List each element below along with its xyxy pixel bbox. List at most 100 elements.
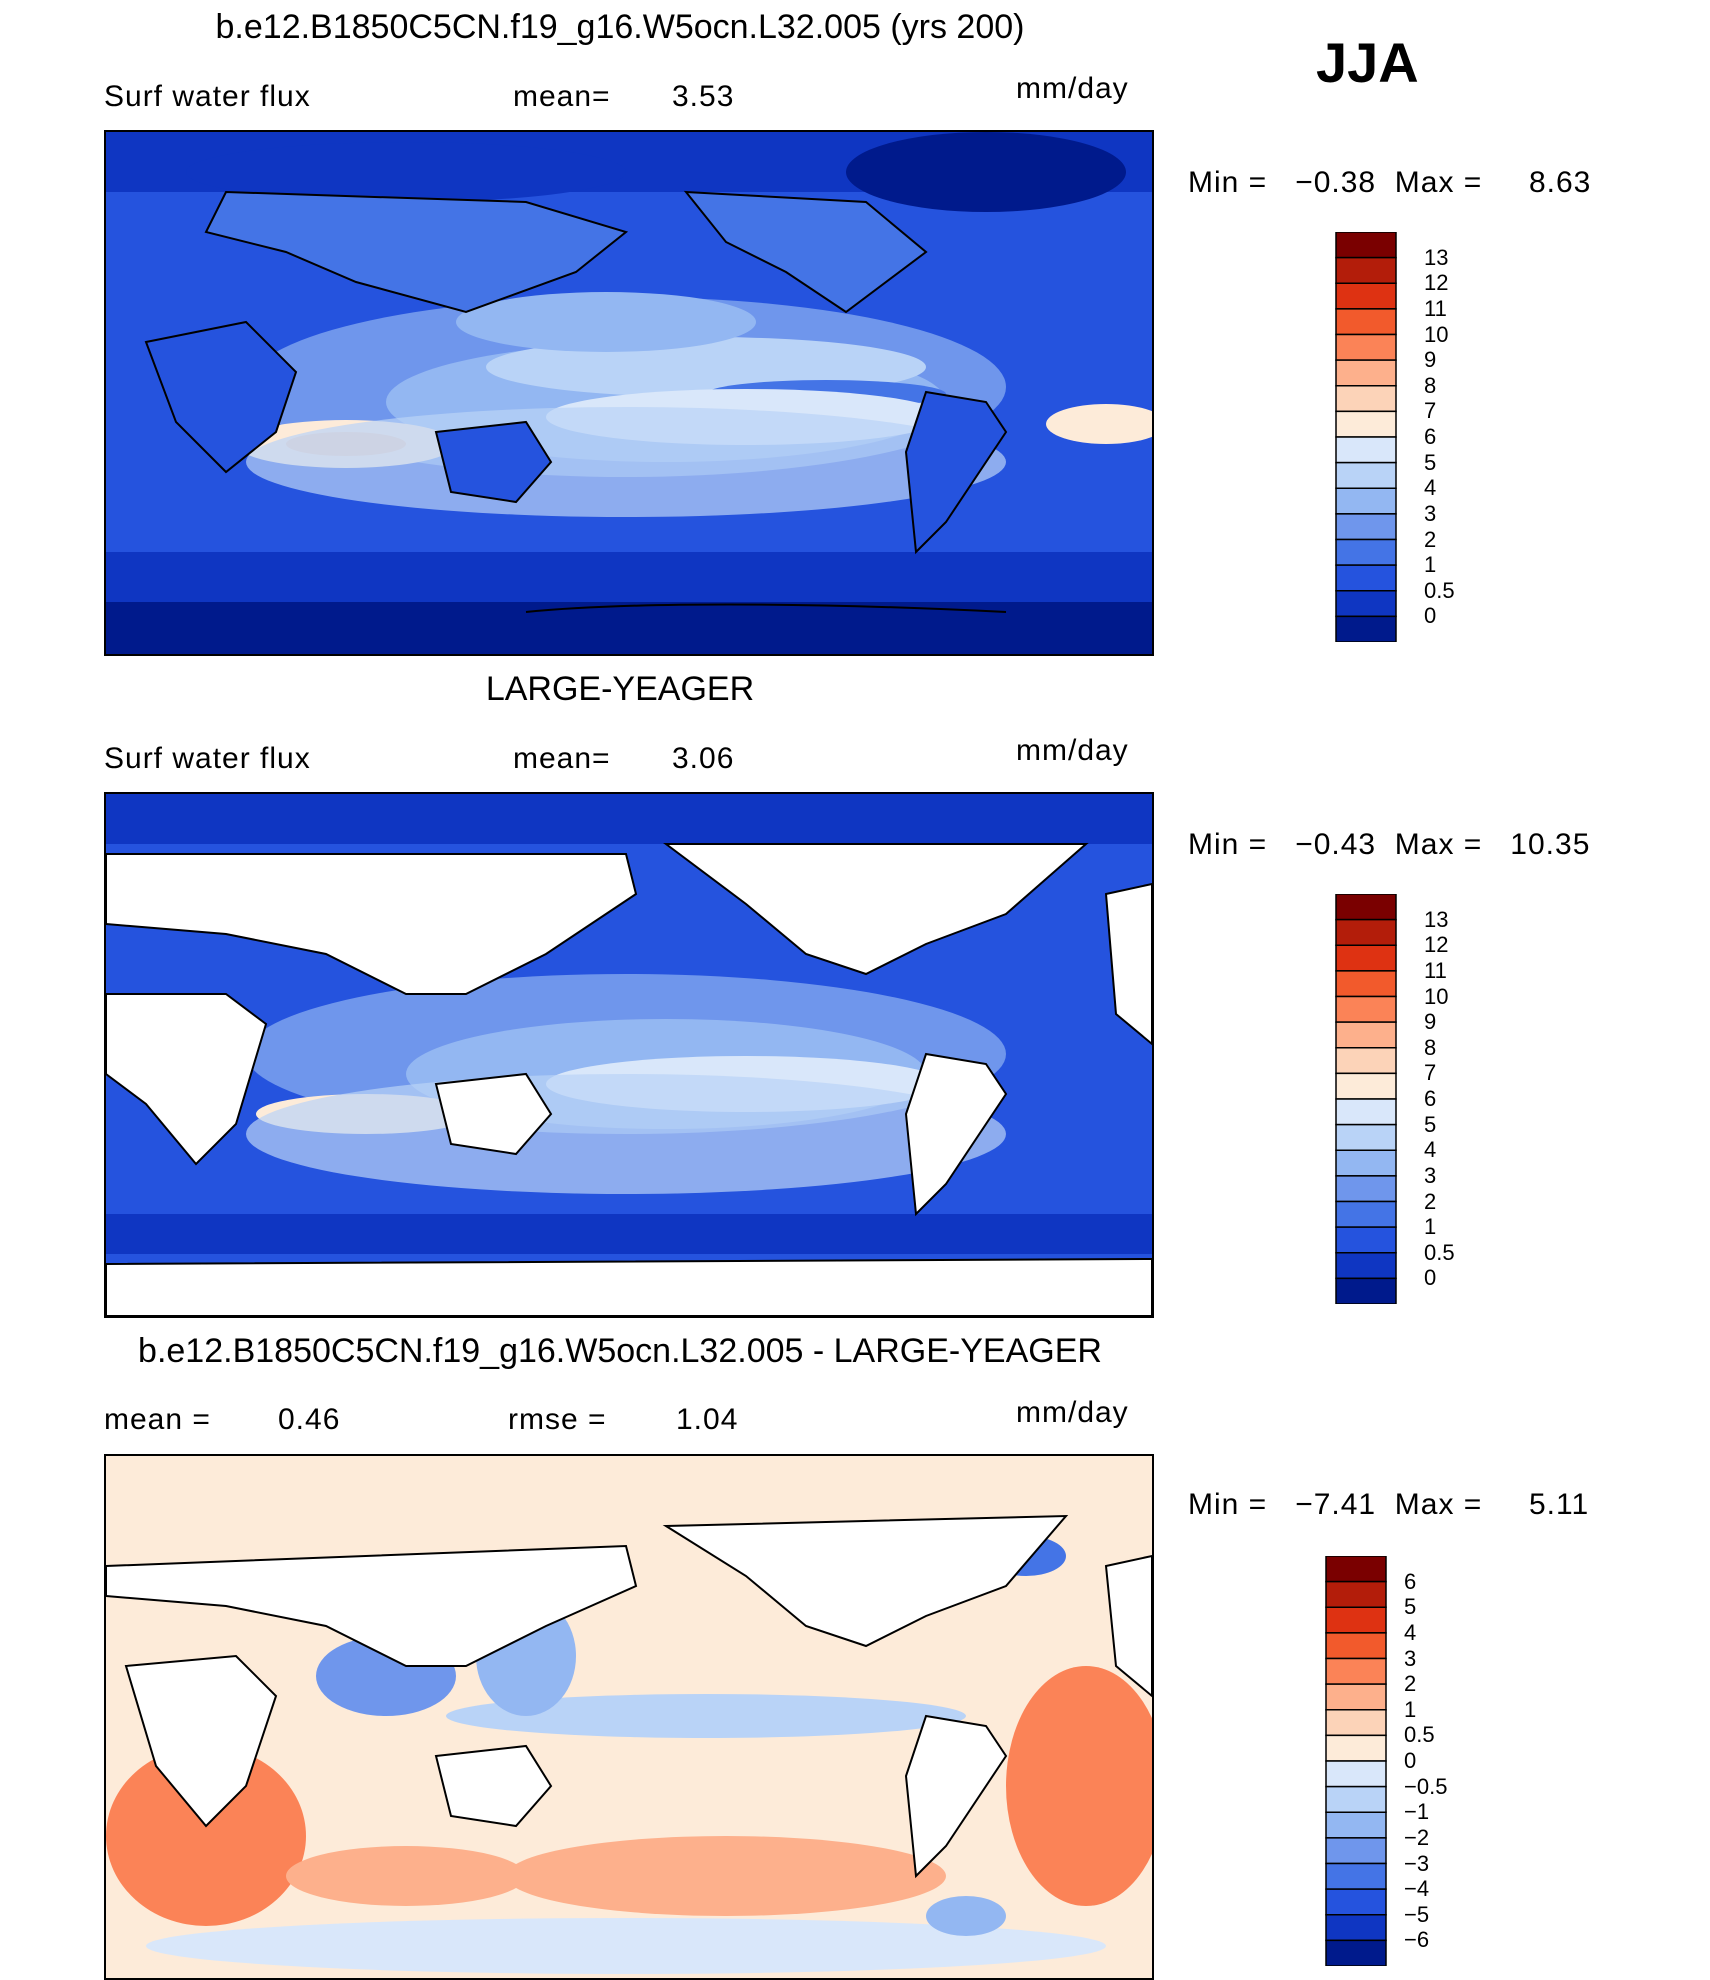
colorbar-tick-label: 12 (1424, 932, 1449, 958)
colorbar-tick-label: 2 (1404, 1671, 1417, 1697)
colorbar-swatch (1335, 995, 1397, 1023)
colorbar-swatch (1325, 1785, 1387, 1813)
panel3-rmse-label: rmse = (508, 1403, 607, 1436)
panel2-mean-label: mean= (513, 742, 611, 775)
colorbar-swatch (1335, 410, 1397, 438)
colorbar-tick-label: 1 (1404, 1696, 1417, 1722)
colorbar-tick-label: 11 (1424, 957, 1447, 983)
colorbar-tick-label: 10 (1424, 321, 1449, 347)
colorbar-swatch (1335, 1277, 1397, 1304)
colorbar-swatch (1325, 1888, 1387, 1916)
colorbar-swatch (1325, 1862, 1387, 1890)
colorbar-swatch (1325, 1837, 1387, 1865)
colorbar-tick-label: 7 (1424, 1060, 1437, 1086)
colorbar-tick-label: 2 (1424, 1188, 1437, 1214)
panel3-mean-label: mean = (104, 1403, 211, 1436)
panel1-mean-value: 3.53 (672, 80, 735, 113)
colorbar-tick-label: 13 (1424, 244, 1449, 270)
colorbar-tick-label: −5 (1404, 1901, 1430, 1927)
colorbar-tick-label: 1 (1424, 552, 1437, 578)
colorbar-tick-label: 4 (1404, 1619, 1417, 1645)
colorbar-swatch (1325, 1683, 1387, 1711)
colorbar-tick-label: 6 (1424, 1086, 1437, 1111)
colorbar-tick-label: 6 (1404, 1568, 1417, 1594)
colorbar-swatch (1325, 1556, 1387, 1583)
colorbar-tick-label: 9 (1424, 347, 1437, 373)
colorbar-swatch (1325, 1939, 1387, 1966)
colorbar-tick-label: 0 (1424, 1265, 1437, 1291)
colorbar-swatch (1335, 1252, 1397, 1280)
colorbar-tick-label: 11 (1424, 295, 1447, 321)
colorbar-tick-label: 12 (1424, 270, 1449, 296)
panel2-map (104, 792, 1154, 1318)
panel1-colorbar: 13 12 11 10 9 8 7 6 5 4 3 2 1 0.5 0 (1334, 232, 1474, 642)
colorbar-swatch (1335, 1175, 1397, 1203)
panel3-rmse-value: 1.04 (676, 1403, 739, 1436)
colorbar-swatch (1325, 1657, 1387, 1685)
colorbar-swatch (1325, 1811, 1387, 1839)
colorbar-swatch (1325, 1734, 1387, 1762)
panel2-min-max: Min = −0.43 Max = 10.35 (1188, 828, 1591, 861)
colorbar-swatch (1335, 918, 1397, 946)
colorbar-swatch (1335, 970, 1397, 998)
panel1-min-max: Min = −0.38 Max = 8.63 (1188, 166, 1592, 199)
colorbar-swatch (1335, 894, 1397, 921)
panel1-title: b.e12.B1850C5CN.f19_g16.W5ocn.L32.005 (y… (215, 8, 1025, 46)
colorbar-tick-label: −4 (1404, 1876, 1430, 1902)
panel2-units: mm/day (1016, 734, 1129, 767)
colorbar-swatch (1335, 1200, 1397, 1228)
panel3-title: b.e12.B1850C5CN.f19_g16.W5ocn.L32.005 - … (138, 1332, 1102, 1370)
colorbar-swatch (1335, 232, 1397, 259)
colorbar-swatch (1335, 564, 1397, 592)
panel3-map (104, 1454, 1154, 1980)
colorbar-swatch (1325, 1632, 1387, 1660)
colorbar-swatch (1335, 282, 1397, 310)
colorbar-swatch (1335, 1072, 1397, 1100)
colorbar-swatch (1335, 1226, 1397, 1254)
colorbar-swatch (1335, 615, 1397, 642)
colorbar-swatch (1335, 1098, 1397, 1126)
panel1-units: mm/day (1016, 72, 1129, 105)
panel2-variable-label: Surf water flux (104, 742, 311, 775)
colorbar-swatch (1335, 1047, 1397, 1075)
colorbar-tick-label: 0.5 (1424, 1239, 1455, 1265)
panel1-mean-label: mean= (513, 80, 611, 113)
colorbar-swatch (1325, 1760, 1387, 1788)
colorbar-tick-label: 5 (1424, 449, 1437, 475)
colorbar-swatch (1335, 385, 1397, 413)
colorbar-tick-label: 10 (1424, 983, 1449, 1009)
colorbar-swatch (1335, 538, 1397, 566)
colorbar-tick-label: −3 (1404, 1850, 1430, 1876)
panel2-mean-value: 3.06 (672, 742, 735, 775)
colorbar-tick-label: 9 (1424, 1009, 1437, 1035)
colorbar-tick-label: 0.5 (1424, 577, 1455, 603)
colorbar-swatch (1335, 1149, 1397, 1177)
colorbar-tick-label: 5 (1404, 1594, 1417, 1620)
colorbar-swatch (1335, 590, 1397, 618)
colorbar-swatch (1335, 436, 1397, 464)
colorbar-swatch (1335, 359, 1397, 387)
colorbar-tick-label: 1 (1424, 1214, 1437, 1240)
colorbar-tick-label: 13 (1424, 906, 1449, 932)
colorbar-tick-label: 0 (1404, 1748, 1417, 1773)
colorbar-swatch (1335, 1123, 1397, 1151)
colorbar-tick-label: −1 (1404, 1799, 1430, 1825)
colorbar-swatch (1335, 513, 1397, 541)
colorbar-tick-label: 2 (1424, 526, 1437, 552)
panel2-colorbar: 13 12 11 10 9 8 7 6 5 4 3 2 1 0.5 0 (1334, 894, 1474, 1304)
colorbar-swatch (1325, 1709, 1387, 1737)
colorbar-tick-label: −0.5 (1404, 1773, 1448, 1799)
colorbar-swatch (1335, 487, 1397, 515)
colorbar-tick-label: 4 (1424, 475, 1437, 501)
panel2-title: LARGE-YEAGER (485, 670, 755, 708)
panel3-mean-value: 0.46 (278, 1403, 341, 1436)
colorbar-tick-label: −2 (1404, 1824, 1430, 1850)
colorbar-tick-label: −6 (1404, 1927, 1430, 1953)
colorbar-swatch (1325, 1606, 1387, 1634)
colorbar-tick-label: 3 (1424, 1162, 1437, 1188)
colorbar-tick-label: 4 (1424, 1137, 1437, 1163)
colorbar-tick-label: 8 (1424, 372, 1437, 398)
colorbar-swatch (1335, 461, 1397, 489)
panel1-variable-label: Surf water flux (104, 80, 311, 113)
colorbar-tick-label: 3 (1404, 1645, 1417, 1671)
